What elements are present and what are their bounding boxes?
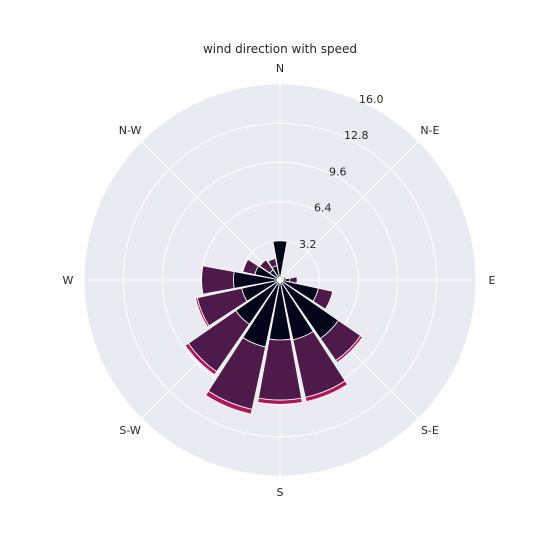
direction-label: S: [277, 486, 284, 499]
direction-label: N: [276, 62, 284, 75]
direction-label: E: [489, 274, 496, 287]
wind-bar-11-series-2: [195, 297, 210, 328]
direction-label: S-E: [421, 424, 439, 437]
wind-bar-15-series-1: [267, 257, 278, 269]
radial-tick-label: 6.4: [314, 202, 332, 215]
grid-spoke-7: [141, 141, 281, 281]
wind-bar-13-series-1: [242, 258, 259, 276]
direction-label: N-W: [119, 124, 142, 137]
direction-label: N-E: [420, 124, 439, 137]
wind-bar-12-series-1: [201, 265, 235, 295]
chart-title: wind direction with speed: [203, 42, 357, 56]
wind-bar-6-series-2: [335, 335, 364, 364]
wind-bar-10-series-2: [184, 342, 218, 376]
direction-label: W: [63, 274, 74, 287]
radial-tick-labels: 3.2 6.4 9.6 12.8 16.0: [299, 93, 384, 251]
direction-labels: N N-E E S-E S S-W W N-W: [63, 62, 496, 499]
wind-bar-8-series-2: [257, 397, 303, 405]
radial-tick-label: 16.0: [359, 93, 384, 106]
direction-label: S-W: [119, 424, 141, 437]
wind-bar-9-series-2: [205, 390, 253, 415]
wind-bar-7-series-2: [304, 380, 348, 403]
radial-tick-label: 3.2: [299, 238, 317, 251]
radial-tick-label: 12.8: [344, 129, 369, 142]
wind-bars: [184, 240, 364, 415]
grid-spoke-1: [279, 141, 419, 281]
wind-bar-5-series-1: [312, 287, 334, 310]
radial-tick-label: 9.6: [329, 165, 347, 178]
wind-bar-0-series-0: [272, 240, 288, 281]
